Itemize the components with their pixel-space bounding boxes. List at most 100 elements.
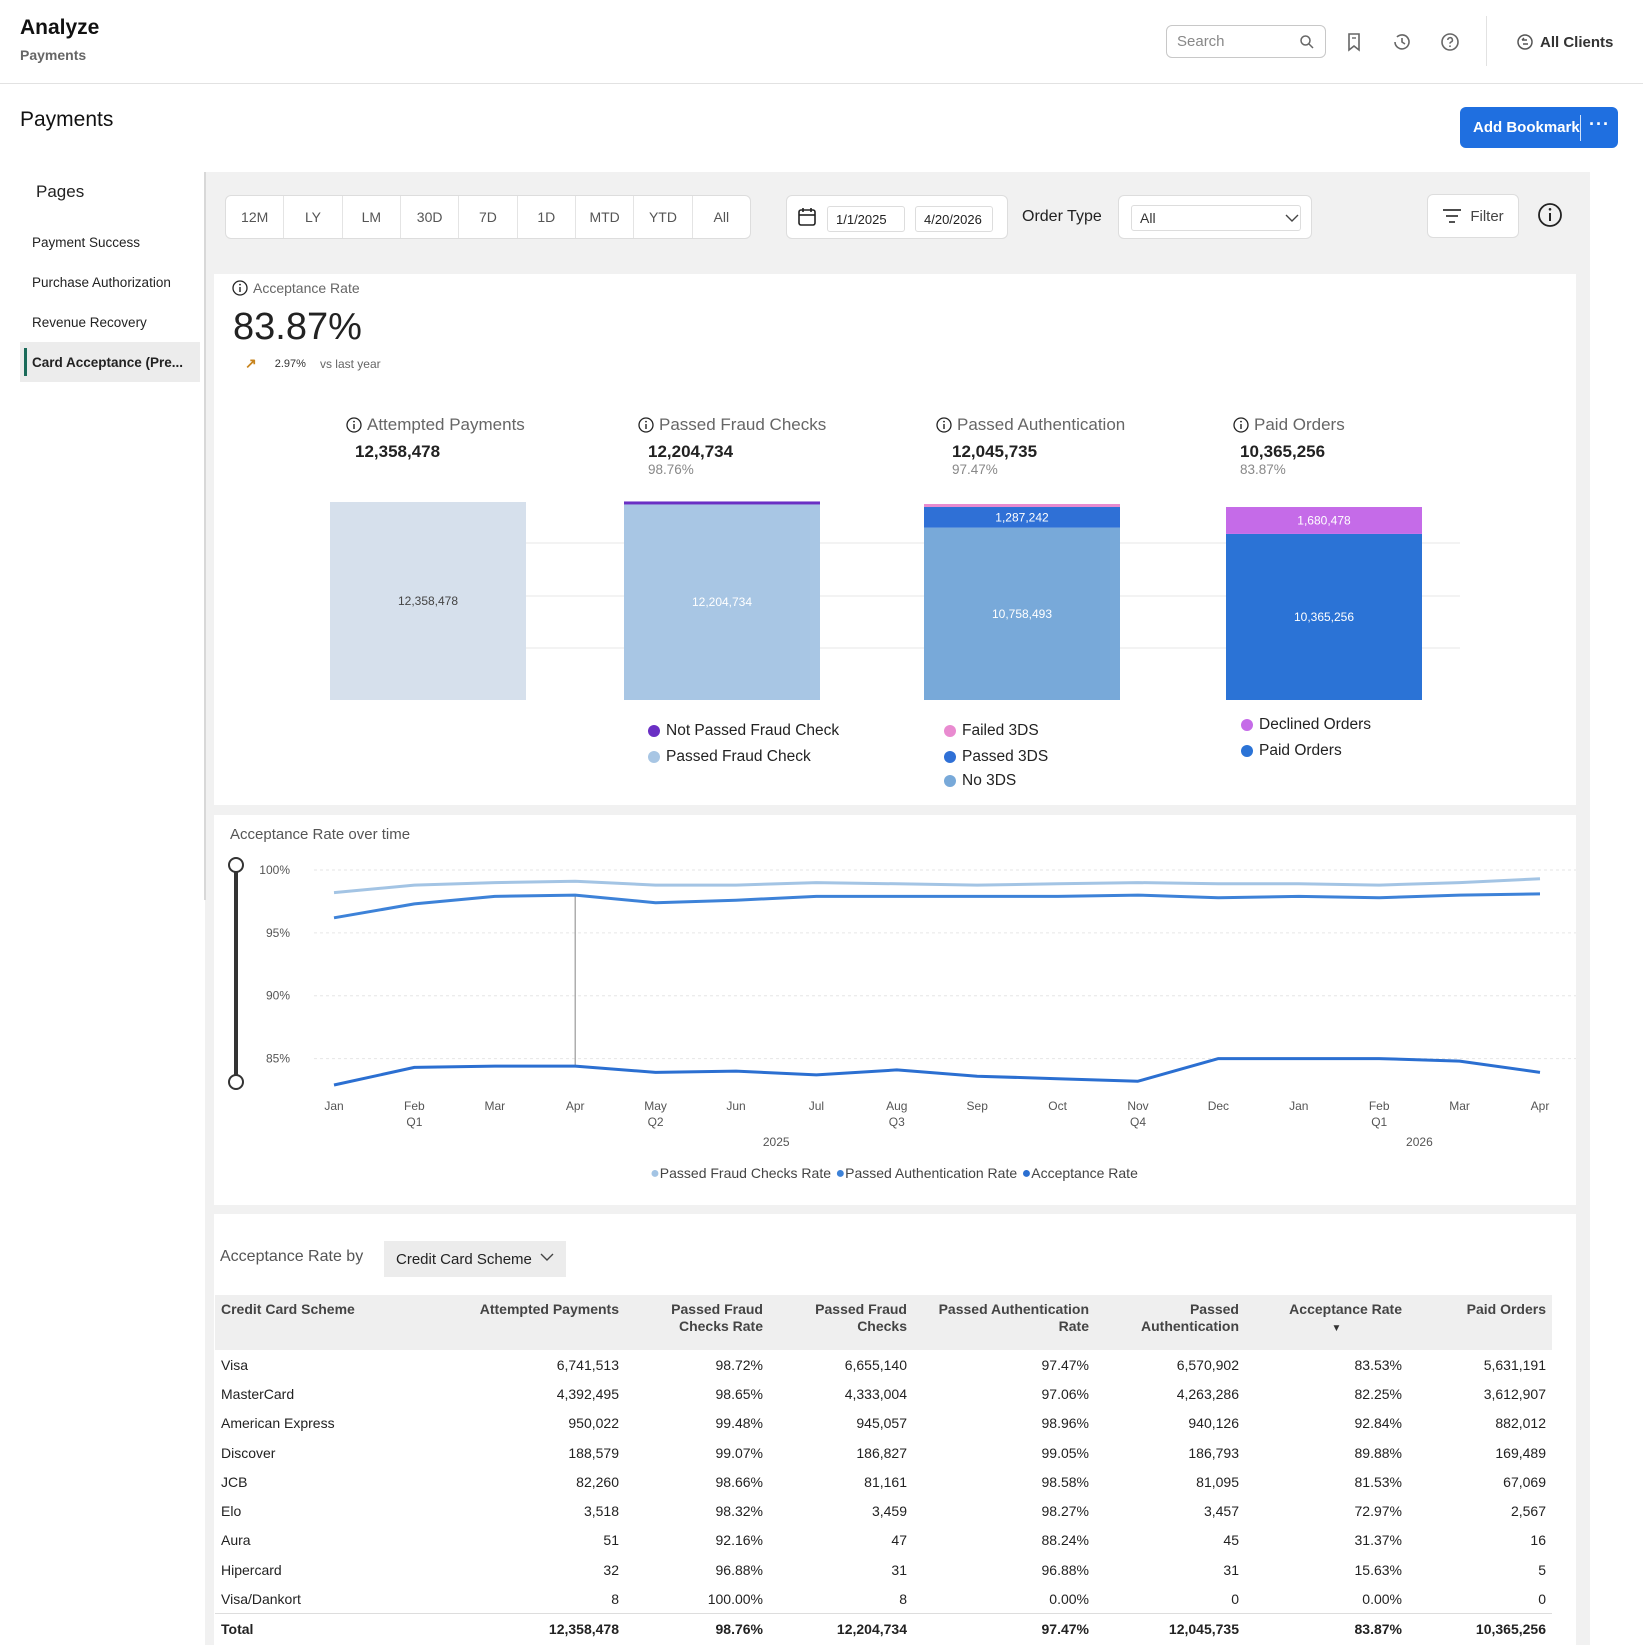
range-slider-handle-bottom[interactable] [228,1074,244,1090]
group-by-select[interactable]: Credit Card Scheme [384,1241,566,1277]
legend-passed-3ds[interactable]: Passed 3DS [944,748,1048,766]
period-1d[interactable]: 1D [518,196,576,238]
table-row[interactable]: Elo 3,518 98.32% 3,459 98.27% 3,457 72.97% 2,56… [215,1496,1552,1525]
table-cell: 89.88% [1354,1444,1402,1461]
order-type-value[interactable]: All [1131,205,1301,231]
info-icon[interactable] [346,417,362,433]
x-tick-label: Jul [809,1099,824,1113]
start-date-input[interactable]: 1/1/2025 [827,206,905,232]
more-options-button[interactable]: ··· [1589,114,1610,134]
period-ly[interactable]: LY [284,196,343,238]
table-row[interactable]: Visa 6,741,513 98.72% 6,655,140 97.47% 6,570,… [215,1350,1552,1379]
search-box[interactable] [1166,25,1326,58]
search-input[interactable] [1177,26,1297,56]
table-cell: 12,045,735 [1095,1613,1245,1643]
x-tick-label: Apr [1531,1099,1550,1113]
legend-label[interactable]: Passed Authentication Rate [845,1165,1017,1181]
filter-button[interactable]: Filter [1427,194,1519,238]
table-row[interactable]: Visa/Dankort 8 100.00% 8 0.00% 0 0.00% 0 [215,1584,1552,1613]
table-row[interactable]: Aura 51 92.16% 47 88.24% 45 31.37% 16 [215,1526,1552,1555]
add-bookmark-button[interactable]: Add Bookmark ··· [1460,107,1618,148]
filter-icon [1443,209,1462,223]
legend-label[interactable]: Acceptance Rate [1031,1165,1138,1181]
table-row[interactable]: MasterCard 4,392,495 98.65% 4,333,004 97.06%… [215,1379,1552,1408]
info-icon[interactable] [232,280,248,296]
table-cell: 4,392,495 [556,1385,619,1402]
table-cell: 31.37% [1354,1532,1402,1549]
table-row[interactable]: Discover 188,579 99.07% 186,827 99.05% 186,79… [215,1438,1552,1467]
legend-label[interactable]: Passed Fraud Checks Rate [660,1165,831,1181]
help-icon[interactable] [1438,30,1462,54]
stage-paid-orders: Paid Orders [1233,415,1345,435]
legend-no-3ds[interactable]: No 3DS [944,772,1016,790]
table-cell: Hipercard [221,1561,282,1578]
table-cell: 92.84% [1354,1415,1402,1432]
calendar-icon[interactable] [797,206,817,228]
legend-swatch [648,751,660,763]
period-lm[interactable]: LM [343,196,401,238]
funnel-bar-segment[interactable] [924,507,1120,528]
period-12m[interactable]: 12M [226,196,285,238]
legend-failed-3ds[interactable]: Failed 3DS [944,722,1039,740]
kpi-delta-value: 2.97% [274,357,306,370]
funnel-bar-segment[interactable] [924,527,1120,700]
x-tick-label: Sep [967,1099,989,1113]
period-7d[interactable]: 7D [459,196,518,238]
column-header[interactable]: Passed Authentication [1141,1301,1239,1334]
funnel-bar-label: 10,365,256 [1294,610,1354,624]
legend-swatch: ● [831,1165,845,1182]
info-icon[interactable] [1233,417,1249,433]
bookmark-icon[interactable] [1342,30,1366,54]
end-date-input[interactable]: 4/20/2026 [915,206,993,232]
sidebar-item-payment-success[interactable]: Payment Success [32,234,141,250]
column-header[interactable]: Attempted Payments [479,1301,619,1317]
funnel-bar-segment[interactable] [624,504,820,700]
info-icon[interactable] [638,417,654,433]
table-total-row[interactable]: Total 12,358,478 98.76% 12,204,734 97.47% 12,… [215,1613,1552,1643]
legend-not-passed-fraud[interactable]: Not Passed Fraud Check [648,722,839,740]
sidebar-item-purchase-authorization[interactable]: Purchase Authorization [32,274,171,290]
info-icon[interactable] [936,417,952,433]
series-line[interactable] [333,877,1541,895]
period-mtd[interactable]: MTD [576,196,635,238]
funnel-bar-segment[interactable] [624,501,820,505]
funnel-bar-chart: 12,358,478 12,204,734 10,758,493 1,287,242 1… [330,501,1460,700]
column-header[interactable]: Acceptance Rate ▼ [1245,1295,1408,1350]
history-icon[interactable] [1390,30,1414,54]
legend-label: Passed Fraud Check [666,748,811,765]
table-row[interactable]: JCB 82,260 98.66% 81,161 98.58% 81,095 81.53% 6… [215,1467,1552,1496]
funnel-bar-segment[interactable] [924,504,1120,508]
period-all[interactable]: All [713,209,730,225]
order-type-select[interactable]: All [1118,195,1312,239]
column-header[interactable]: Passed Authentication Rate [938,1301,1089,1334]
legend-declined-orders[interactable]: Declined Orders [1241,716,1371,734]
funnel-bar-segment[interactable] [330,502,526,700]
legend-paid-orders[interactable]: Paid Orders [1241,742,1342,760]
table-row[interactable]: American Express 950,022 99.48% 945,057 98.9… [215,1409,1552,1438]
app-subtitle: Payments [20,47,87,63]
period-ytd[interactable]: YTD [634,196,693,238]
period-30d[interactable]: 30D [401,196,460,238]
funnel-bar-segment[interactable] [1226,507,1422,534]
funnel-bar-segment[interactable] [1226,533,1422,700]
range-slider-handle-top[interactable] [228,857,244,873]
column-header[interactable]: Passed Fraud Checks [815,1301,907,1334]
stage-label: Passed Fraud Checks [659,415,827,434]
table-cell: 31 [891,1561,907,1578]
sidebar-item-revenue-recovery[interactable]: Revenue Recovery [32,314,147,330]
info-icon[interactable] [1537,202,1563,228]
series-line[interactable] [333,892,1541,920]
stage-attempted-payments: Attempted Payments [346,415,525,435]
table-cell: 98.32% [715,1503,763,1520]
table-row[interactable]: Hipercard 32 96.88% 31 96.88% 31 15.63% 5 [215,1555,1552,1584]
sidebar-item-card-acceptance[interactable]: Card Acceptance (Pre... [20,342,200,382]
all-clients-button[interactable]: All Clients [1516,30,1613,54]
table-cell: 100.00% [707,1590,763,1607]
series-line[interactable] [333,1057,1541,1087]
table-cell: MasterCard [221,1385,295,1402]
column-header[interactable]: Credit Card Scheme [221,1301,355,1317]
column-header[interactable]: Paid Orders [1466,1301,1546,1317]
legend-passed-fraud[interactable]: Passed Fraud Check [648,748,811,766]
add-bookmark-label: Add Bookmark [1473,119,1580,136]
column-header[interactable]: Passed Fraud Checks Rate [671,1301,763,1334]
